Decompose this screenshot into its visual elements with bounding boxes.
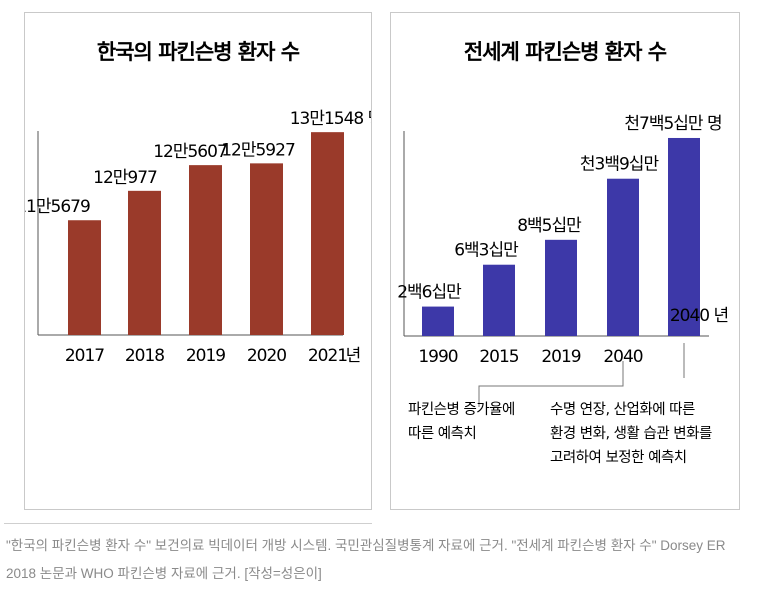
annotation-connector-growth: [478, 361, 624, 407]
annotation-growth-line-0: 파킨슨병 증가율에: [408, 401, 515, 418]
x-tick-2015: 2015: [479, 347, 518, 367]
x-tick-1990: 1990: [418, 347, 457, 367]
caption-divider: [4, 523, 372, 524]
x-tick-2040: 2040: [603, 347, 642, 367]
source-caption: "한국의 파킨슨병 환자 수" 보건의료 빅데이터 개방 시스템. 국민관심질병…: [6, 538, 726, 581]
x-tick-2017: 2017: [65, 346, 104, 366]
annotation-adjusted-line-2: 고려하여 보정한 예측치: [550, 449, 687, 466]
bar-3: [607, 178, 639, 336]
chart-title: 전세계 파킨슨병 환자 수: [464, 40, 667, 64]
annotation-adjusted-line-0: 수명 연장, 산업화에 따른: [550, 401, 695, 418]
x-tick-2019: 2019: [186, 346, 225, 366]
value-label-2019: 12만5607: [153, 142, 227, 162]
value-label-4: 천7백5십만 명: [624, 114, 721, 134]
x-tick-2020: 2020: [247, 346, 286, 366]
x-tick-2019: 2019: [541, 347, 580, 367]
x-tick-2021: 2021: [308, 346, 347, 366]
bar-2: [545, 239, 577, 336]
value-label-1: 6백3십만: [454, 241, 519, 261]
bar-1: [483, 264, 515, 336]
bar-4: [668, 137, 700, 336]
world-chart-panel: 전세계 파킨슨병 환자 수 2백6십만 1990 6백3십만 2015 8백5십만 2019…: [390, 12, 740, 510]
value-label-2018: 12만977: [93, 168, 157, 188]
chart-title: 한국의 파킨슨병 환자 수: [97, 40, 300, 64]
korea-chart-panel: 한국의 파킨슨병 환자 수 11만5679 2017 12만977 2018 12만560…: [24, 12, 372, 510]
annotation-adjusted-line-1: 환경 변화, 생활 습관 변화를: [550, 425, 712, 442]
value-label-0: 2백6십만: [397, 283, 462, 303]
x-tick-2018: 2018: [125, 346, 164, 366]
value-label-2021: 13만1548 명: [290, 109, 371, 129]
korea-chart: 한국의 파킨슨병 환자 수 11만5679 2017 12만977 2018 12만560…: [25, 40, 371, 366]
annotation-growth-line-1: 따른 예측치: [408, 425, 476, 442]
bar-2017: [68, 220, 101, 335]
bar-2018: [128, 190, 161, 335]
value-label-2: 8백5십만: [517, 216, 582, 236]
bar-2021: [311, 132, 344, 335]
value-label-2020: 12만5927: [221, 140, 295, 160]
value-label-2017: 11만5679: [25, 197, 90, 217]
bar-2019: [189, 165, 222, 335]
x-unit-label: 년: [346, 346, 361, 366]
world-chart: 전세계 파킨슨병 환자 수 2백6십만 1990 6백3십만 2015 8백5십만 2019…: [397, 40, 729, 466]
bar-2020: [250, 163, 283, 335]
bar-0: [422, 306, 454, 336]
projection-year-label: 2040 년: [670, 306, 728, 326]
value-label-3: 천3백9십만: [580, 155, 660, 175]
